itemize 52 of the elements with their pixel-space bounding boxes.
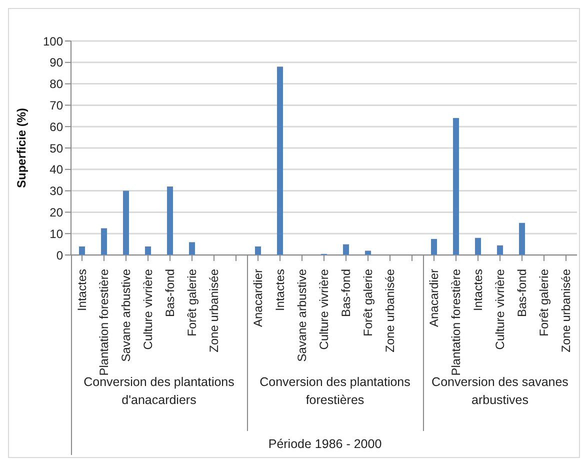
text: Conversion des plantations d'anacardiers	[82, 375, 236, 409]
x-tick-label: Forêt galerie	[361, 268, 375, 336]
x-tick-label: Culture vivrière	[493, 268, 507, 350]
y-tick-label: 80	[50, 77, 64, 92]
y-tick-label: 70	[50, 98, 64, 112]
x-tick-label: Savane arbustive	[295, 268, 309, 362]
y-tick-label: 0	[56, 248, 64, 262]
x-tick-label: Anacardier	[251, 268, 265, 328]
x-tick-label: Zone urbanisée	[383, 268, 397, 352]
x-tick-label: Anacardier	[427, 268, 441, 328]
y-tick-label: 50	[50, 141, 64, 156]
text: Conversion des plantations forestières	[258, 374, 412, 409]
bar	[343, 244, 349, 255]
bar	[101, 228, 107, 255]
x-tick-label: Bas-fond	[163, 269, 177, 318]
bar	[453, 118, 459, 255]
x-tick-label: Culture vivrière	[317, 268, 331, 350]
x-tick-label: Culture vivrière	[141, 268, 155, 350]
bar	[431, 238, 437, 255]
bar	[497, 245, 503, 255]
x-tick-label: Savane arbustive	[119, 268, 133, 362]
y-tick-label: 10	[50, 226, 64, 241]
y-tick-label: 60	[50, 120, 64, 134]
bar	[145, 246, 151, 255]
y-tick-label: 30	[50, 184, 64, 198]
bar	[277, 66, 283, 255]
bar	[189, 242, 195, 255]
y-tick-label: 90	[50, 56, 64, 70]
bar	[475, 238, 481, 255]
x-tick-label: Plantation forestière	[449, 268, 463, 376]
bar	[79, 246, 85, 255]
x-tick-label: Intactes	[471, 269, 485, 312]
y-tick-label: 40	[50, 162, 64, 177]
x-tick-label: Zone urbanisée	[559, 268, 573, 352]
bar	[365, 250, 371, 255]
x-tick-label: Zone urbanisée	[207, 268, 221, 352]
x-tick-label: Plantation forestière	[97, 268, 111, 376]
bar	[167, 186, 173, 255]
y-axis-title: Superficie (%)	[14, 108, 28, 188]
bar	[519, 222, 525, 255]
x-tick-label: Forêt galerie	[537, 268, 551, 336]
x-tick-label: Forêt galerie	[185, 268, 199, 336]
y-tick-label: 100	[42, 34, 64, 48]
y-tick-label: 20	[50, 205, 64, 220]
x-tick-label: Bas-fond	[339, 269, 353, 318]
x-tick-label: Intactes	[273, 269, 287, 312]
bar	[123, 190, 129, 255]
x-tick-label: Bas-fond	[515, 269, 529, 318]
text: Conversion des savanes arbustives	[430, 375, 570, 409]
x-axis-title: Période 1986 - 2000	[267, 437, 383, 451]
bar	[255, 246, 261, 255]
x-tick-label: Intactes	[75, 269, 89, 312]
